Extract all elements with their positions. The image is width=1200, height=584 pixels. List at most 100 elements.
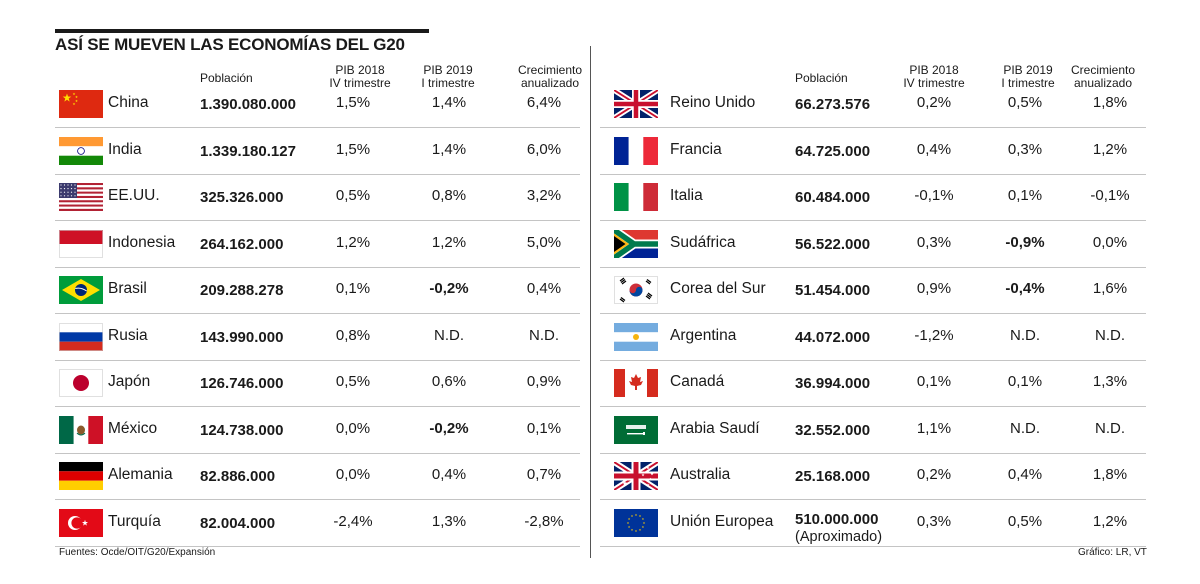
cell-pib2019: 1,4% (431, 140, 467, 158)
cell-crecimiento: 1,6% (1092, 280, 1128, 297)
header-pib2019-right: PIB 2019 I trimestre (1001, 63, 1055, 90)
table-row: Alemania 82.886.000 0,0% 0,4% 0,7% (55, 454, 580, 500)
cell-pib2019: -0,9% (1005, 233, 1045, 251)
header-pib2018-left: PIB 2018 IV trimestre (329, 63, 391, 90)
cell-pib2019: 0,6% (431, 373, 467, 390)
source-note: Fuentes: Ocde/OIT/G20/Expansión (59, 547, 216, 558)
cell-country: Corea del Sur (670, 280, 766, 297)
cell-crecimiento: 1,8% (1092, 94, 1128, 111)
cell-pib2018: 0,1% (916, 373, 952, 390)
row-separator (55, 545, 580, 547)
cell-poblacion: 1.390.080.000 (200, 96, 296, 113)
cell-country: México (108, 419, 158, 437)
cell-crecimiento: 0,0% (1092, 233, 1128, 251)
cell-pib2019: -0,2% (429, 280, 469, 297)
table-row: Rusia 143.990.000 0,8% N.D. N.D. (55, 315, 580, 361)
table-row: Canadá 36.994.000 0,1% 0,1% 1,3% (600, 361, 1146, 407)
cell-poblacion: 44.072.000 (795, 328, 871, 346)
header-poblacion-left: Población (200, 71, 253, 85)
cell-poblacion: 82.886.000 (200, 468, 276, 485)
cell-crecimiento: -2,8% (524, 512, 564, 530)
cell-crecimiento: 0,1% (526, 419, 562, 437)
table-row: Turquía 82.004.000 -2,4% 1,3% -2,8% (55, 501, 580, 547)
table-row: Indonesia 264.162.000 1,2% 1,2% 5,0% (55, 222, 580, 268)
credit-note: Gráfico: LR, VT (1078, 547, 1147, 558)
cell-crecimiento: 1,2% (1092, 140, 1128, 158)
cell-country: China (108, 94, 149, 111)
cell-poblacion: 32.552.000 (795, 421, 871, 439)
row-separator (600, 406, 1146, 407)
cell-pib2018: 0,3% (916, 233, 952, 251)
france-flag-icon (614, 136, 658, 165)
table-row: Corea del Sur 51.454.000 0,9% -0,4% 1,6% (600, 268, 1146, 314)
southafrica-flag-icon (614, 229, 658, 258)
row-separator (600, 173, 1146, 175)
cell-country: Unión Europea (670, 512, 774, 530)
cell-country: Sudáfrica (670, 233, 736, 251)
brazil-flag-icon (59, 276, 103, 304)
cell-crecimiento: 6,4% (526, 94, 562, 111)
cell-crecimiento: 3,2% (526, 187, 562, 204)
table-row: Unión Europea 510.000.000 0,3% 0,5% 1,2% (Apr… (600, 501, 1146, 547)
australia-flag-icon (614, 462, 658, 490)
chart-title: ASÍ SE MUEVEN LAS ECONOMÍAS DEL G20 (55, 35, 405, 54)
table-row: Australia 25.168.000 0,2% 0,4% 1,8% (600, 454, 1146, 500)
cell-pib2019: 1,4% (431, 94, 467, 111)
cell-poblacion: 209.288.278 (200, 282, 284, 299)
cell-pib2018: 0,5% (335, 187, 371, 204)
cell-crecimiento: 1,8% (1092, 466, 1128, 483)
cell-pib2018: 0,5% (335, 373, 371, 390)
cell-crecimiento: 1,2% (1092, 512, 1128, 530)
row-separator (600, 127, 1146, 128)
usa-flag-icon (59, 183, 103, 211)
cell-poblacion: 325.326.000 (200, 189, 284, 206)
cell-crecimiento: N.D. (1095, 419, 1125, 437)
cell-poblacion: 56.522.000 (795, 235, 871, 253)
cell-country: Brasil (108, 280, 147, 297)
cell-crecimiento: N.D. (1095, 326, 1125, 344)
title-rule (55, 29, 429, 33)
row-separator (55, 220, 580, 221)
cell-crecimiento: 0,4% (526, 280, 562, 297)
cell-pib2019: N.D. (1010, 419, 1040, 437)
cell-pib2018: 1,2% (335, 233, 371, 251)
cell-pib2019: 0,3% (1007, 140, 1043, 158)
cell-pib2018: 1,1% (916, 419, 952, 437)
header-poblacion-right: Población (795, 71, 848, 85)
eu-flag-icon (614, 508, 658, 537)
cell-pib2019: -0,2% (429, 419, 469, 437)
table-row: Sudáfrica 56.522.000 0,3% -0,9% 0,0% (600, 222, 1146, 268)
header-pib2019-left: PIB 2019 I trimestre (421, 63, 475, 90)
row-separator (600, 545, 1146, 547)
cell-pib2019: -0,4% (1005, 280, 1045, 297)
table-row: Italia 60.484.000 -0,1% 0,1% -0,1% (600, 175, 1146, 221)
header-crecimiento-left: Crecimiento anualizado (517, 63, 583, 90)
cell-crecimiento: 1,3% (1092, 373, 1128, 390)
row-separator (55, 406, 580, 407)
cell-pib2018: 0,2% (916, 466, 952, 483)
table-row: Brasil 209.288.278 0,1% -0,2% 0,4% (55, 268, 580, 314)
cell-country: Arabia Saudí (670, 419, 760, 437)
cell-country: India (108, 140, 142, 158)
cell-pib2018: -1,2% (914, 326, 954, 344)
argentina-flag-icon (614, 322, 658, 351)
table-row: China 1.390.080.000 1,5% 1,4% 6,4% (55, 82, 580, 128)
cell-pib2018: -0,1% (914, 187, 954, 204)
cell-poblacion: 143.990.000 (200, 328, 284, 346)
row-separator (55, 499, 580, 500)
table-row: Francia 64.725.000 0,4% 0,3% 1,2% (600, 129, 1146, 175)
cell-country: Indonesia (108, 233, 176, 251)
row-separator (600, 220, 1146, 221)
row-separator (600, 499, 1146, 500)
cell-pib2018: 0,8% (335, 326, 371, 344)
table-row: EE.UU. 325.326.000 0,5% 0,8% 3,2% (55, 175, 580, 221)
cell-pib2018: -2,4% (333, 512, 373, 530)
table-row: Arabia Saudí 32.552.000 1,1% N.D. N.D. (600, 408, 1146, 454)
cell-country: Turquía (108, 512, 161, 530)
cell-country: Japón (108, 373, 151, 390)
cell-poblacion: 1.339.180.127 (200, 142, 296, 160)
row-separator (55, 359, 580, 361)
cell-pib2018: 0,2% (916, 94, 952, 111)
row-separator (55, 452, 580, 454)
indonesia-flag-icon (59, 229, 103, 258)
